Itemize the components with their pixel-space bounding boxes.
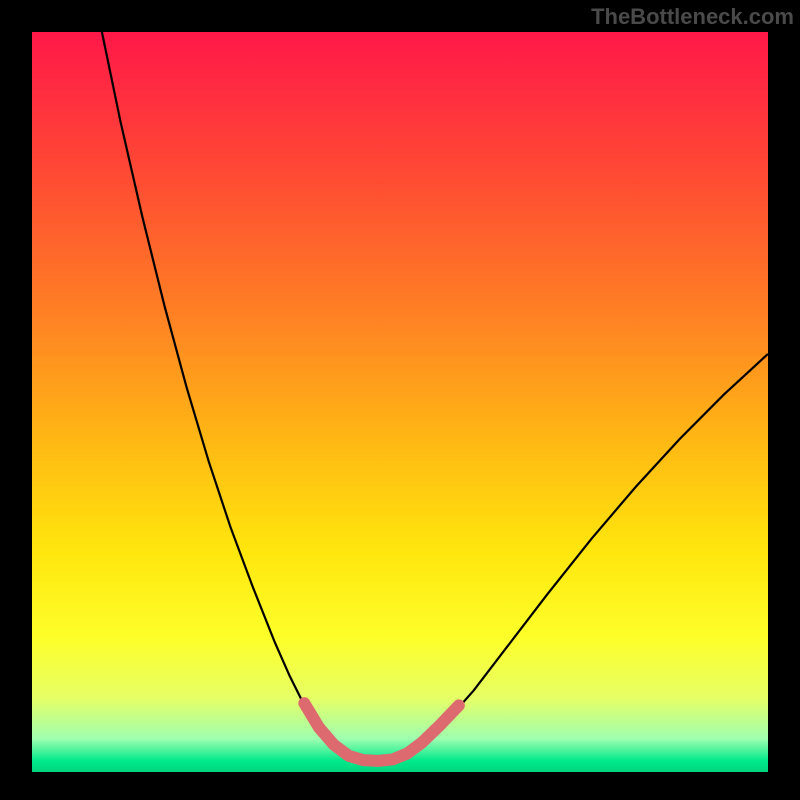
chart-container: TheBottleneck.com	[0, 0, 800, 800]
curve-layer	[0, 0, 800, 800]
bottom-marker	[304, 703, 459, 761]
watermark-text: TheBottleneck.com	[591, 4, 794, 30]
bottleneck-curve	[102, 32, 768, 762]
